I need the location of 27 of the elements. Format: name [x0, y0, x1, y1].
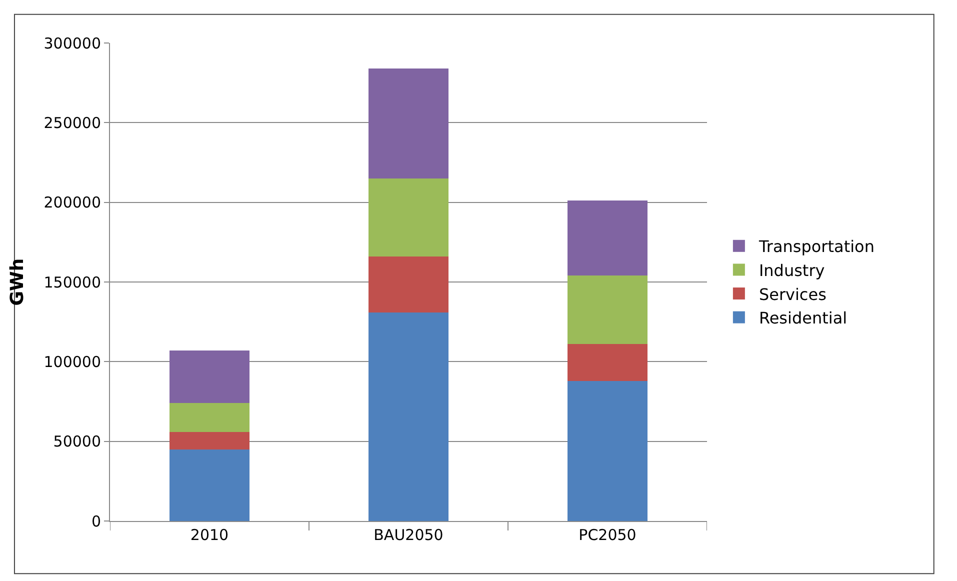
bar	[368, 68, 448, 178]
x-tick-label: BAU2050	[374, 526, 444, 544]
y-tick-label: 300000	[44, 34, 101, 52]
bar	[368, 312, 448, 521]
bar	[568, 380, 648, 521]
bar	[170, 350, 250, 404]
bar	[170, 449, 250, 521]
bar	[170, 432, 250, 450]
y-tick-label: 200000	[44, 194, 101, 212]
legend-label: Transportation	[758, 237, 874, 256]
legend-label: Residential	[758, 308, 848, 328]
y-axis-title: GWh	[6, 258, 28, 306]
x-tick-label: PC2050	[578, 526, 636, 544]
bar	[368, 256, 448, 312]
bar	[568, 200, 648, 276]
bar	[170, 403, 250, 432]
legend-label: Industry	[758, 260, 825, 280]
x-tick-label: 2010	[190, 526, 229, 544]
y-tick-label: 100000	[44, 352, 101, 371]
bar	[368, 178, 448, 257]
legend-label: Services	[758, 284, 826, 304]
bar	[568, 344, 648, 381]
y-tick-label: 0	[91, 512, 101, 530]
y-tick-label: 50000	[53, 432, 101, 451]
y-tick-label: 250000	[44, 114, 101, 132]
bar	[568, 276, 648, 344]
y-tick-label: 150000	[44, 273, 101, 292]
